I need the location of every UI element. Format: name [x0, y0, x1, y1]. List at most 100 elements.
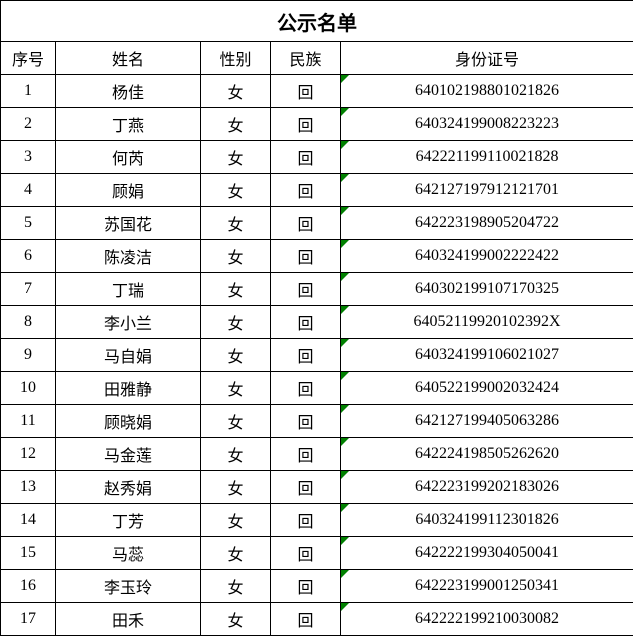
cell-seq: 17 — [1, 603, 56, 636]
table-row: 1杨佳女回640102198801021826 — [1, 75, 633, 108]
cell-name: 丁燕 — [56, 108, 201, 141]
cell-gender: 女 — [201, 306, 271, 339]
cell-seq: 2 — [1, 108, 56, 141]
cell-id: 642221199110021828 — [341, 141, 633, 174]
cell-name: 顾娟 — [56, 174, 201, 207]
cell-seq: 12 — [1, 438, 56, 471]
cell-ethnic: 回 — [271, 438, 341, 471]
cell-ethnic: 回 — [271, 108, 341, 141]
cell-ethnic: 回 — [271, 339, 341, 372]
cell-ethnic: 回 — [271, 240, 341, 273]
header-row: 序号 姓名 性别 民族 身份证号 — [1, 42, 633, 75]
cell-ethnic: 回 — [271, 537, 341, 570]
cell-id: 642222199210030082 — [341, 603, 633, 636]
col-header-seq: 序号 — [1, 42, 56, 75]
cell-gender: 女 — [201, 405, 271, 438]
cell-gender: 女 — [201, 273, 271, 306]
cell-gender: 女 — [201, 174, 271, 207]
cell-seq: 9 — [1, 339, 56, 372]
cell-gender: 女 — [201, 537, 271, 570]
cell-ethnic: 回 — [271, 273, 341, 306]
table-row: 5苏国花女回642223198905204722 — [1, 207, 633, 240]
table-row: 9马自娟女回640324199106021027 — [1, 339, 633, 372]
cell-id: 642223198905204722 — [341, 207, 633, 240]
table-row: 13赵秀娟女回642223199202183026 — [1, 471, 633, 504]
public-list-table: 公示名单 序号 姓名 性别 民族 身份证号 1杨佳女回6401021988010… — [0, 0, 633, 636]
cell-gender: 女 — [201, 504, 271, 537]
cell-name: 杨佳 — [56, 75, 201, 108]
cell-ethnic: 回 — [271, 471, 341, 504]
cell-id: 640102198801021826 — [341, 75, 633, 108]
cell-ethnic: 回 — [271, 603, 341, 636]
cell-seq: 13 — [1, 471, 56, 504]
cell-ethnic: 回 — [271, 372, 341, 405]
cell-name: 李玉玲 — [56, 570, 201, 603]
cell-ethnic: 回 — [271, 141, 341, 174]
cell-seq: 6 — [1, 240, 56, 273]
cell-seq: 14 — [1, 504, 56, 537]
cell-gender: 女 — [201, 141, 271, 174]
cell-name: 马自娟 — [56, 339, 201, 372]
table-row: 2丁燕女回640324199008223223 — [1, 108, 633, 141]
title-row: 公示名单 — [1, 1, 633, 42]
col-header-id: 身份证号 — [341, 42, 633, 75]
cell-seq: 11 — [1, 405, 56, 438]
cell-id: 640302199107170325 — [341, 273, 633, 306]
cell-name: 马蕊 — [56, 537, 201, 570]
cell-seq: 1 — [1, 75, 56, 108]
table-title: 公示名单 — [1, 1, 633, 42]
cell-gender: 女 — [201, 438, 271, 471]
table-row: 4顾娟女回642127197912121701 — [1, 174, 633, 207]
table-row: 14丁芳女回640324199112301826 — [1, 504, 633, 537]
col-header-name: 姓名 — [56, 42, 201, 75]
cell-name: 赵秀娟 — [56, 471, 201, 504]
col-header-gender: 性别 — [201, 42, 271, 75]
table-row: 7丁瑞女回640302199107170325 — [1, 273, 633, 306]
public-list-table-container: 公示名单 序号 姓名 性别 民族 身份证号 1杨佳女回6401021988010… — [0, 0, 633, 636]
cell-id: 64052119920102392X — [341, 306, 633, 339]
table-row: 17田禾女回642222199210030082 — [1, 603, 633, 636]
cell-seq: 5 — [1, 207, 56, 240]
cell-id: 640522199002032424 — [341, 372, 633, 405]
table-row: 15马蕊女回642222199304050041 — [1, 537, 633, 570]
cell-name: 陈凌洁 — [56, 240, 201, 273]
table-row: 10田雅静女回640522199002032424 — [1, 372, 633, 405]
cell-seq: 8 — [1, 306, 56, 339]
cell-id: 642222199304050041 — [341, 537, 633, 570]
cell-id: 642127199405063286 — [341, 405, 633, 438]
cell-id: 640324199112301826 — [341, 504, 633, 537]
cell-name: 李小兰 — [56, 306, 201, 339]
cell-gender: 女 — [201, 207, 271, 240]
cell-ethnic: 回 — [271, 174, 341, 207]
cell-name: 顾晓娟 — [56, 405, 201, 438]
cell-id: 642223199202183026 — [341, 471, 633, 504]
cell-id: 642224198505262620 — [341, 438, 633, 471]
table-row: 12马金莲女回642224198505262620 — [1, 438, 633, 471]
cell-seq: 16 — [1, 570, 56, 603]
cell-name: 丁瑞 — [56, 273, 201, 306]
cell-seq: 10 — [1, 372, 56, 405]
cell-name: 何芮 — [56, 141, 201, 174]
cell-gender: 女 — [201, 75, 271, 108]
cell-seq: 7 — [1, 273, 56, 306]
cell-name: 马金莲 — [56, 438, 201, 471]
cell-ethnic: 回 — [271, 570, 341, 603]
cell-gender: 女 — [201, 570, 271, 603]
cell-name: 田雅静 — [56, 372, 201, 405]
cell-gender: 女 — [201, 603, 271, 636]
cell-seq: 4 — [1, 174, 56, 207]
cell-ethnic: 回 — [271, 75, 341, 108]
cell-id: 640324199008223223 — [341, 108, 633, 141]
cell-seq: 15 — [1, 537, 56, 570]
cell-ethnic: 回 — [271, 504, 341, 537]
table-row: 8李小兰女回64052119920102392X — [1, 306, 633, 339]
cell-gender: 女 — [201, 372, 271, 405]
cell-name: 丁芳 — [56, 504, 201, 537]
cell-name: 田禾 — [56, 603, 201, 636]
table-row: 16李玉玲女回642223199001250341 — [1, 570, 633, 603]
cell-ethnic: 回 — [271, 207, 341, 240]
cell-gender: 女 — [201, 108, 271, 141]
cell-id: 640324199002222422 — [341, 240, 633, 273]
cell-ethnic: 回 — [271, 405, 341, 438]
cell-name: 苏国花 — [56, 207, 201, 240]
